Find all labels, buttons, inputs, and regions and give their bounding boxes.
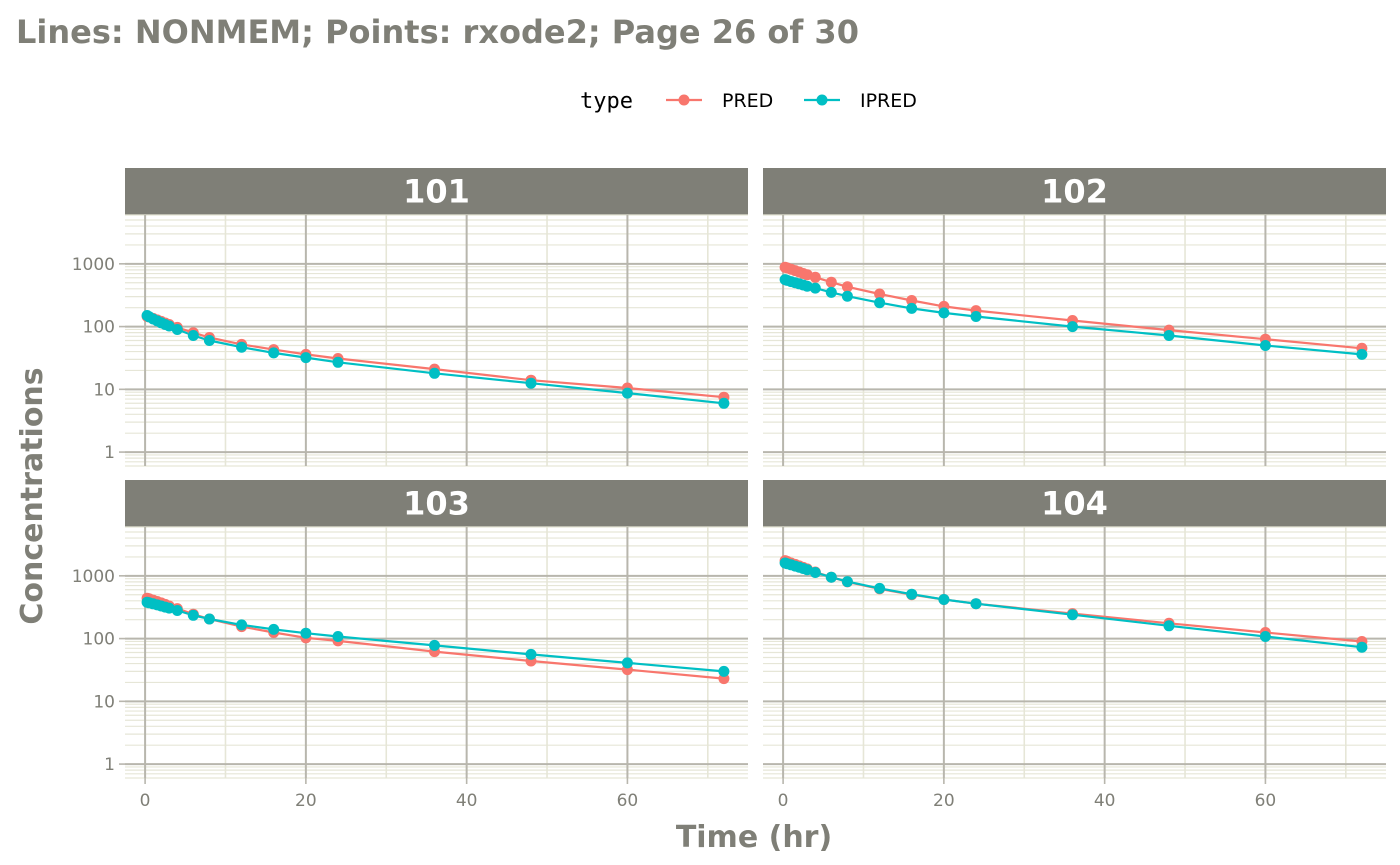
facet-strip-label: 103 xyxy=(403,485,470,523)
data-point-ipred xyxy=(841,290,853,302)
x-tick-label: 60 xyxy=(617,791,639,811)
x-axis-title: Time (hr) xyxy=(676,820,832,855)
y-tick-label: 10 xyxy=(93,692,115,712)
legend-key-pred-point xyxy=(678,94,690,106)
facet-strip-label: 102 xyxy=(1041,173,1108,211)
x-tick-label: 40 xyxy=(456,791,478,811)
data-point-ipred xyxy=(1356,348,1368,360)
data-point-ipred xyxy=(906,588,918,600)
legend-label-pred: PRED xyxy=(722,90,773,112)
data-point-ipred xyxy=(970,311,982,322)
data-point-ipred xyxy=(429,639,440,651)
facet-strip-label: 104 xyxy=(1041,485,1108,523)
data-point-ipred xyxy=(525,648,537,660)
data-point-ipred xyxy=(236,341,248,353)
x-tick-label: 0 xyxy=(778,791,789,811)
data-point-ipred xyxy=(187,330,199,341)
data-point-ipred xyxy=(809,282,821,294)
legend: type PRED IPRED xyxy=(580,89,917,114)
data-point-pred xyxy=(841,281,853,293)
x-tick-label: 20 xyxy=(295,791,317,811)
data-point-ipred xyxy=(429,367,440,379)
facet-panel-101: 101 1 10 100 1000 xyxy=(72,168,748,467)
data-point-ipred xyxy=(1067,321,1078,333)
data-point-ipred xyxy=(236,619,248,631)
facet-panel-103: 103 1 10 100 1000 0 20 40 60 xyxy=(72,480,748,811)
legend-title: type xyxy=(580,89,633,114)
data-point-pred xyxy=(874,288,886,300)
y-tick-label: 100 xyxy=(83,630,115,650)
data-point-ipred xyxy=(970,598,982,610)
facet-strip xyxy=(763,480,1386,527)
data-point-pred xyxy=(906,295,918,306)
data-point-ipred xyxy=(171,324,183,335)
data-point-ipred xyxy=(203,613,215,625)
facet-panel-104: 104 0 20 40 60 xyxy=(763,480,1386,811)
data-point-ipred xyxy=(268,347,280,359)
data-point-ipred xyxy=(300,627,312,639)
x-tick-label: 40 xyxy=(1094,791,1116,811)
facet-panel-102: 102 xyxy=(763,168,1386,467)
data-point-ipred xyxy=(300,352,312,364)
data-point-ipred xyxy=(525,377,537,389)
y-axis-title: Concentrations xyxy=(15,367,50,624)
data-point-ipred xyxy=(1259,631,1271,642)
data-point-pred xyxy=(809,271,821,283)
data-point-ipred xyxy=(621,387,633,399)
x-tick-label: 0 xyxy=(140,791,151,811)
data-point-ipred xyxy=(1259,340,1271,351)
data-point-ipred xyxy=(825,286,837,298)
data-point-ipred xyxy=(268,623,280,635)
data-point-ipred xyxy=(906,302,918,314)
x-tick-label: 20 xyxy=(933,791,955,811)
data-point-ipred xyxy=(203,335,215,346)
data-point-ipred xyxy=(874,582,886,594)
legend-key-ipred-point xyxy=(816,94,828,106)
y-tick-label: 1 xyxy=(104,443,115,463)
data-point-ipred xyxy=(187,609,199,621)
data-point-ipred xyxy=(1356,641,1368,653)
data-point-ipred xyxy=(332,631,344,642)
data-point-ipred xyxy=(621,657,633,669)
data-point-ipred xyxy=(938,594,950,605)
data-point-ipred xyxy=(1163,620,1175,632)
facet-panels: 101 1 10 100 1000 102 103 1 10 100 1000 0 20 40 60 104 0… xyxy=(72,168,1386,811)
data-point-ipred xyxy=(718,665,730,677)
data-point-ipred xyxy=(718,397,730,409)
x-tick-label: 60 xyxy=(1255,791,1277,811)
data-point-ipred xyxy=(874,297,886,309)
legend-entry-ipred: IPRED xyxy=(804,90,917,112)
facet-strip xyxy=(763,168,1386,215)
y-tick-label: 100 xyxy=(83,318,115,338)
data-point-ipred xyxy=(938,307,950,319)
y-tick-label: 1000 xyxy=(72,255,115,275)
facet-strip xyxy=(125,480,748,527)
chart-title: Lines: NONMEM; Points: rxode2; Page 26 o… xyxy=(16,13,859,51)
data-point-ipred xyxy=(332,356,344,368)
data-point-ipred xyxy=(841,576,853,588)
data-point-ipred xyxy=(1163,330,1175,341)
data-point-ipred xyxy=(171,605,183,616)
legend-label-ipred: IPRED xyxy=(860,90,917,112)
data-point-ipred xyxy=(1067,609,1078,621)
y-tick-label: 10 xyxy=(93,380,115,400)
facet-strip xyxy=(125,168,748,215)
legend-entry-pred: PRED xyxy=(666,90,773,112)
y-tick-label: 1000 xyxy=(72,567,115,587)
y-tick-label: 1 xyxy=(104,755,115,775)
data-point-ipred xyxy=(809,567,821,578)
data-point-ipred xyxy=(825,571,837,583)
data-point-pred xyxy=(825,276,837,288)
facet-strip-label: 101 xyxy=(403,173,470,211)
